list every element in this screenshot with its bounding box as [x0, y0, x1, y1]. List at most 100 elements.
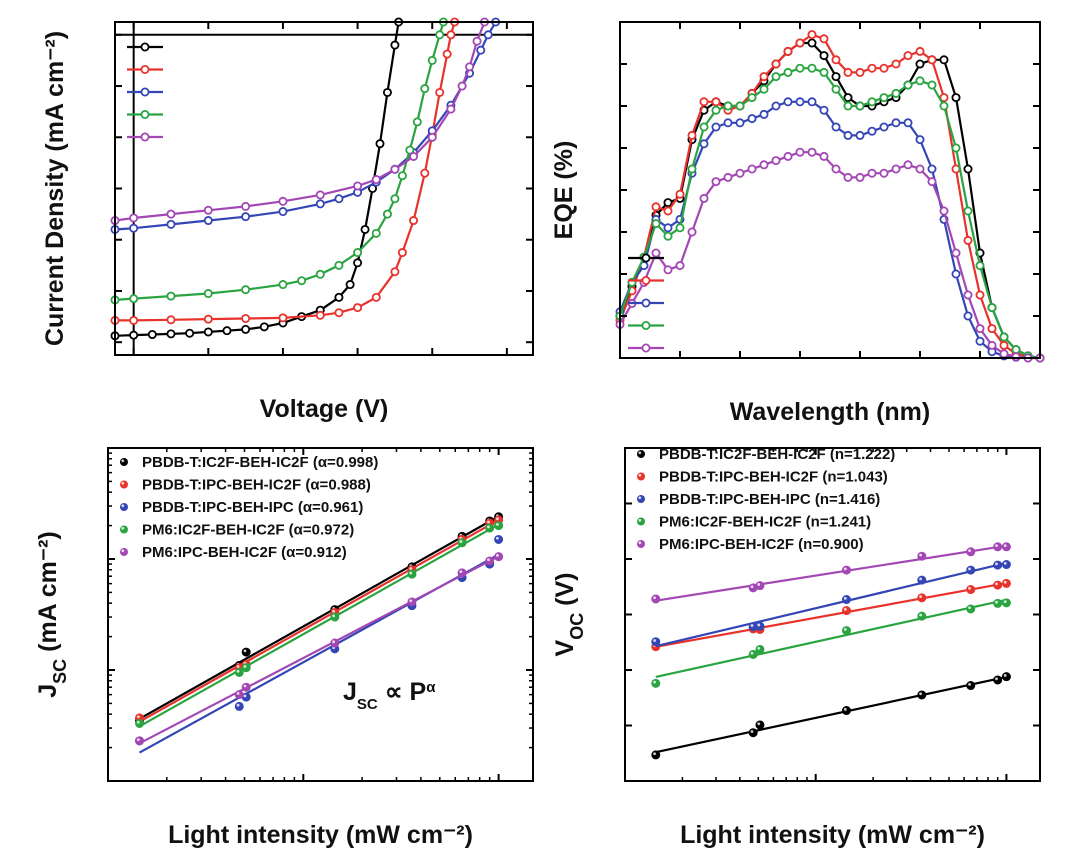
- data-point: [993, 580, 1003, 590]
- data-point: [723, 101, 733, 111]
- data-point-highlight: [243, 649, 247, 653]
- data-point: [353, 181, 363, 191]
- legend-item: PBDB-T:IPC-BEH-IC2F (α=0.988): [120, 477, 371, 494]
- data-point-highlight: [1003, 544, 1007, 547]
- legend-label: PBDB-T:IPC-BEH-IPC (n=1.416): [659, 491, 880, 508]
- data-point: [966, 585, 976, 595]
- data-point-highlight: [995, 600, 998, 604]
- series-d-3: [651, 598, 1011, 688]
- data-point: [795, 97, 805, 107]
- data-point-highlight: [136, 715, 140, 719]
- legend-swatch-marker: [641, 253, 651, 263]
- data-point: [1011, 352, 1021, 362]
- data-point: [891, 59, 901, 69]
- data-point: [297, 276, 307, 286]
- series-a-1: [110, 17, 460, 325]
- data-point-highlight: [243, 665, 247, 668]
- data-point: [993, 542, 1003, 552]
- data-point: [278, 196, 288, 206]
- data-point-highlight: [757, 722, 761, 726]
- data-point: [966, 604, 976, 614]
- data-point: [759, 84, 769, 94]
- data-point: [903, 80, 913, 90]
- data-point: [407, 569, 417, 579]
- fit-line: [655, 544, 1007, 602]
- data-point: [917, 551, 927, 561]
- data-point: [222, 326, 232, 336]
- data-point: [843, 172, 853, 182]
- legend-series-name: PBDB-T:IC2F-BEH-IC2F: [659, 446, 826, 463]
- legend-label: PM6:IPC-BEH-IC2F (n=0.900): [659, 536, 864, 553]
- data-point: [278, 207, 288, 217]
- data-point: [1001, 672, 1011, 682]
- data-point: [891, 118, 901, 128]
- data-point: [651, 248, 661, 258]
- data-point: [723, 118, 733, 128]
- data-point-highlight: [496, 522, 499, 526]
- data-point: [927, 177, 937, 187]
- data-point-highlight: [236, 669, 240, 673]
- series-line: [618, 67, 1041, 360]
- series-c-4: [135, 552, 504, 746]
- data-point: [879, 93, 889, 103]
- data-point: [915, 59, 925, 69]
- data-point-highlight: [487, 520, 490, 524]
- data-point: [915, 164, 925, 174]
- y-axis-title: Current Density (mA cm⁻²): [41, 31, 69, 346]
- data-point: [330, 638, 340, 648]
- legend-swatch-marker: [120, 525, 128, 534]
- data-point: [699, 193, 709, 203]
- data-point: [747, 114, 757, 124]
- data-point-highlight: [757, 583, 761, 586]
- data-point: [963, 311, 973, 321]
- data-point: [390, 267, 400, 277]
- data-point: [446, 30, 456, 40]
- data-point: [993, 560, 1003, 570]
- data-point: [963, 206, 973, 216]
- data-point-highlight: [1003, 674, 1007, 677]
- data-point: [771, 72, 781, 82]
- data-point: [129, 294, 139, 304]
- data-point: [975, 336, 985, 346]
- data-point: [735, 101, 745, 111]
- data-point: [819, 151, 829, 161]
- data-point: [663, 198, 673, 208]
- data-point: [675, 261, 685, 271]
- legend-item: [628, 320, 664, 330]
- data-point: [855, 67, 865, 77]
- data-point-highlight: [1003, 561, 1007, 565]
- data-point: [903, 118, 913, 128]
- legend-swatch-marker: [637, 540, 645, 548]
- legend-swatch-highlight: [638, 473, 642, 477]
- data-point: [166, 219, 176, 229]
- data-point: [987, 324, 997, 334]
- data-point: [963, 235, 973, 245]
- legend-swatch-marker: [140, 87, 150, 97]
- data-point: [371, 228, 381, 238]
- data-point: [917, 593, 927, 603]
- series-a-4: [110, 17, 489, 226]
- data-point: [966, 565, 976, 575]
- data-point: [651, 678, 661, 688]
- legend-fit-value: (n=1.222): [826, 446, 896, 463]
- data-point-highlight: [968, 682, 971, 686]
- data-point: [771, 156, 781, 166]
- data-point: [975, 261, 985, 271]
- data-point: [999, 340, 1009, 350]
- data-point: [687, 164, 697, 174]
- series-line: [619, 151, 1040, 360]
- data-point-highlight: [919, 577, 923, 581]
- data-point: [420, 84, 430, 94]
- series-b-3: [615, 63, 1045, 363]
- data-point: [987, 303, 997, 313]
- data-point: [755, 720, 765, 730]
- data-point: [405, 145, 415, 155]
- data-point-highlight: [995, 562, 998, 566]
- data-point: [927, 80, 937, 90]
- data-point: [485, 523, 495, 533]
- data-point: [867, 168, 877, 178]
- series-line: [114, 21, 486, 222]
- legend-swatch-marker: [637, 472, 645, 481]
- data-point-highlight: [653, 752, 656, 756]
- data-point: [435, 30, 445, 40]
